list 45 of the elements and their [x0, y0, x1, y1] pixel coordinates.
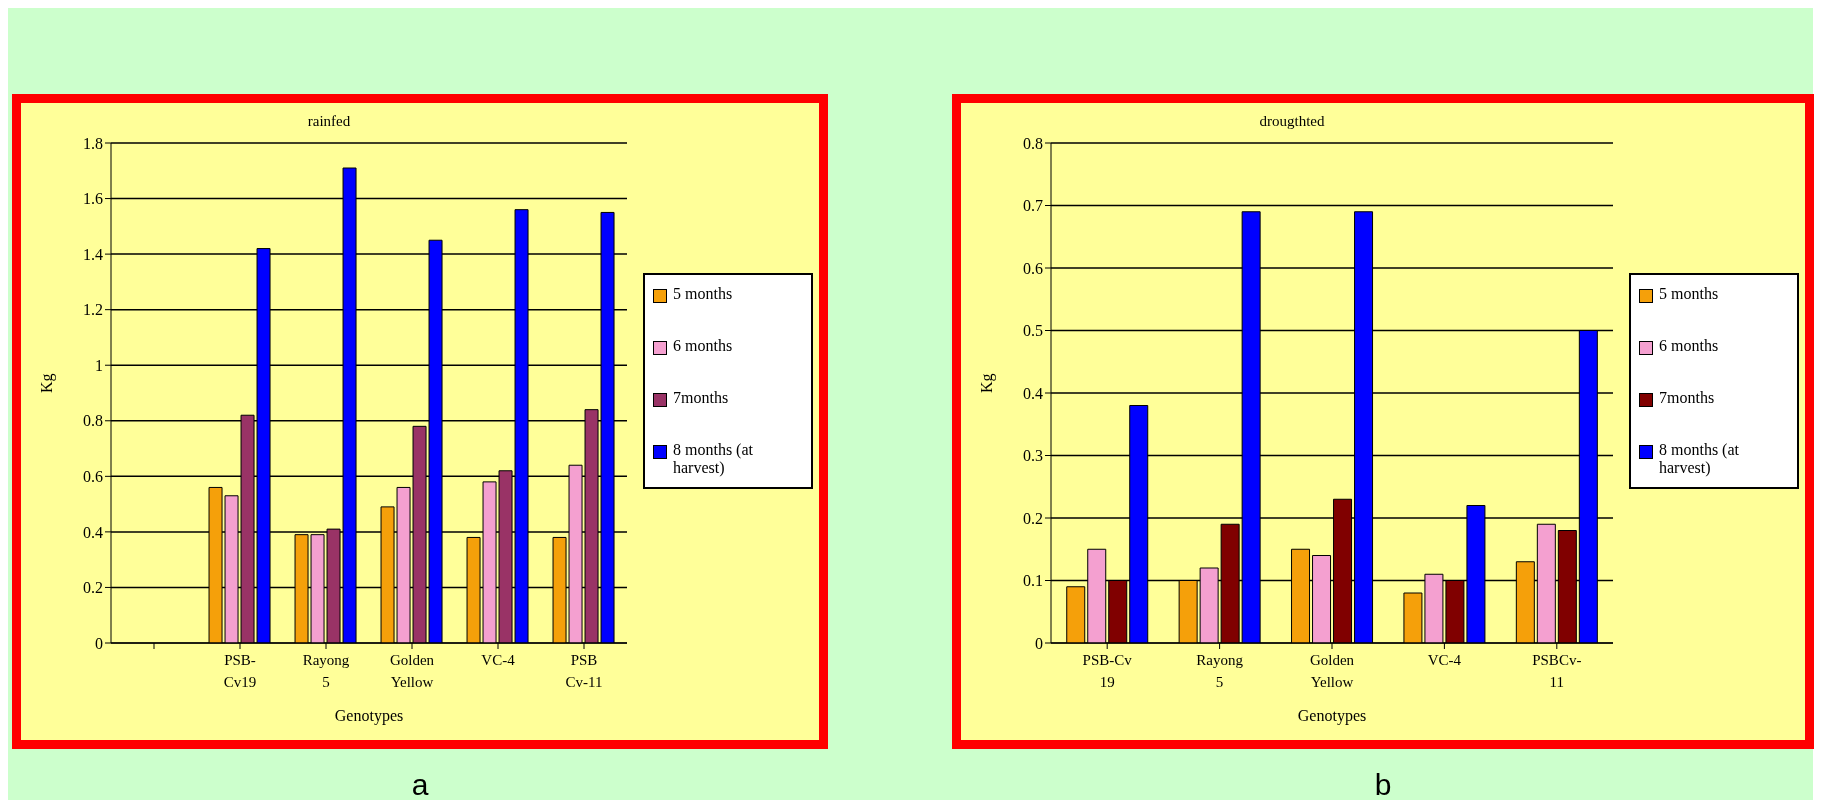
y-axis-title: Kg: [977, 373, 996, 393]
y-tick-label: 0.4: [1023, 384, 1043, 402]
y-tick-label: 0.4: [83, 523, 103, 541]
x-tick-label: PSB- Cv19: [223, 652, 257, 690]
legend-label: 8 months (at harvest): [673, 441, 754, 477]
text: a: [410, 768, 430, 802]
x-tick-label: Golden Yellow: [389, 652, 435, 690]
y-tick-label: 0.2: [1023, 509, 1043, 527]
y-tick-label: 1.4: [83, 245, 103, 263]
text: b: [1373, 768, 1393, 802]
y-tick-label: 0.8: [83, 412, 103, 430]
y-tick-label: 1.8: [83, 134, 103, 152]
legend-label: 7months: [673, 389, 729, 407]
x-tick-label: PSBCv- 11: [1532, 652, 1582, 690]
y-tick-label: 0.5: [1023, 322, 1043, 340]
y-tick-label: 1.2: [83, 301, 103, 319]
x-axis-title: Genotypes: [1297, 707, 1367, 725]
legend-label: 6 months: [673, 337, 733, 355]
x-tick-label: VC-4: [481, 652, 516, 668]
legend-label: 6 months: [1659, 337, 1719, 355]
y-tick-label: 1: [95, 356, 103, 374]
x-tick-label: PSB-Cv 19: [1082, 652, 1133, 690]
chart-title: drougthted: [1258, 113, 1326, 130]
y-tick-label: 0.2: [83, 579, 103, 597]
legend-label: 5 months: [1659, 285, 1719, 303]
x-tick-label: Golden Yellow: [1309, 652, 1355, 690]
x-tick-label: PSB Cv-11: [565, 652, 603, 690]
y-tick-label: 0.1: [1023, 572, 1043, 590]
y-tick-label: 0: [1035, 634, 1043, 652]
legend-label: 8 months (at harvest): [1659, 441, 1740, 477]
legend-label: 7months: [1659, 389, 1715, 407]
y-tick-label: 0.3: [1023, 447, 1043, 465]
x-tick-label: Rayong 5: [1196, 652, 1244, 690]
y-axis-title: Kg: [37, 373, 56, 393]
x-tick-label: VC-4: [1427, 652, 1462, 668]
x-axis-title: Genotypes: [334, 707, 404, 725]
y-tick-label: 0.6: [83, 468, 103, 486]
legend-label: 5 months: [673, 285, 733, 303]
x-tick-label: Rayong 5: [302, 652, 350, 690]
chart-title: rainfed: [306, 113, 352, 130]
y-tick-label: 1.6: [83, 190, 103, 208]
y-tick-label: 0.8: [1023, 134, 1043, 152]
y-tick-label: 0.6: [1023, 259, 1043, 277]
y-tick-label: 0: [95, 634, 103, 652]
y-tick-label: 0.7: [1023, 197, 1043, 215]
